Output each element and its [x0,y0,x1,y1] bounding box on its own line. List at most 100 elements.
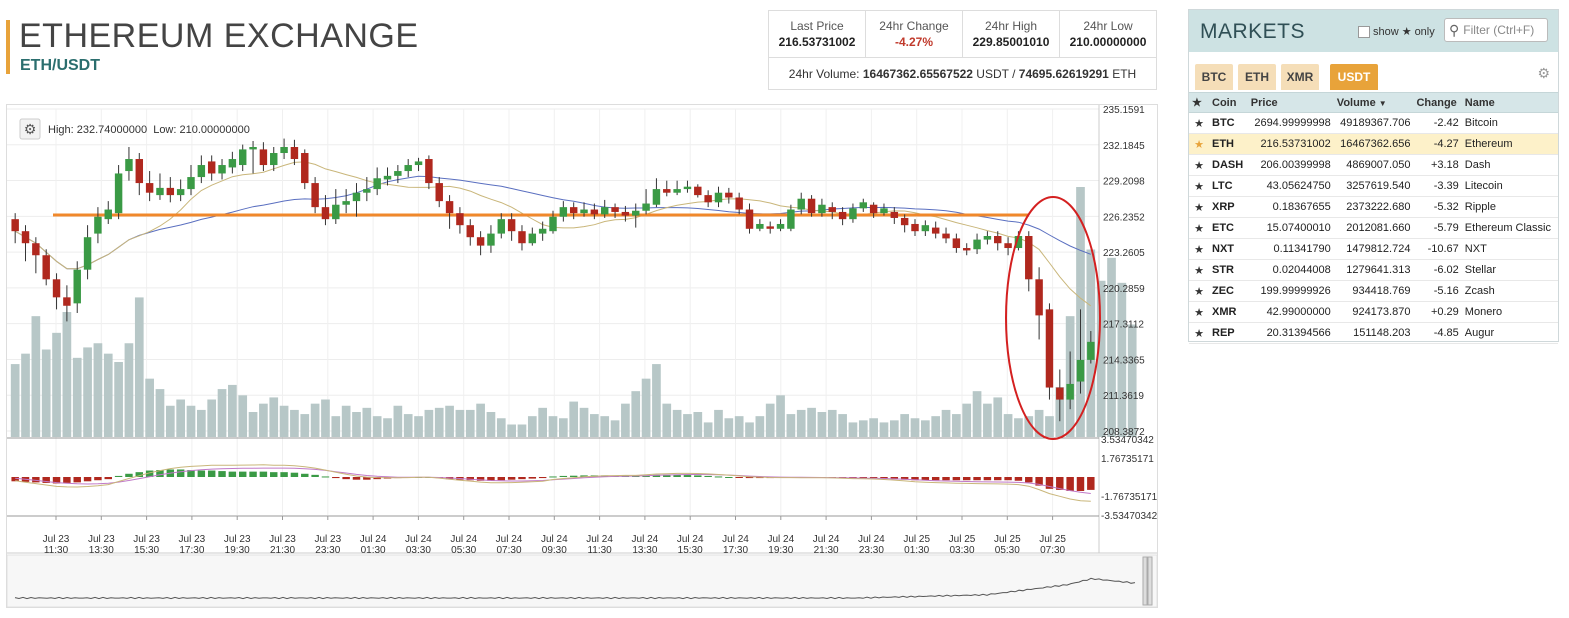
tab-eth[interactable]: ETH [1238,64,1276,90]
tab-btc[interactable]: BTC [1195,64,1233,90]
name-cell: Ethereum Classic [1461,217,1558,239]
show-starred-toggle[interactable]: show ★ only [1358,25,1435,38]
favorite-star-icon[interactable]: ★ [1189,280,1209,302]
time-tick-time: 15:30 [678,545,703,556]
table-row[interactable]: ★ LTC 43.05624750 3257619.540 -3.39 Litecoin [1189,175,1558,197]
star-icon: ★ [1194,264,1204,277]
time-tick-time: 17:30 [723,545,748,556]
volume-bar [269,397,279,437]
macd-tick-label: -1.76735171 [1101,492,1157,503]
change-column-header[interactable]: Change [1413,92,1462,113]
candle [290,146,299,160]
macd-bar [1066,477,1074,491]
table-row[interactable]: ★ ETH 216.53731002 16467362.656 -4.27 Ethereu… [1189,133,1558,155]
candle [383,175,392,180]
table-row[interactable]: ★ BTC 2694.99999998 49189367.706 -2.42 Bitcoi… [1189,112,1558,134]
time-tick-time: 09:30 [542,545,567,556]
gear-icon: ⚙ [24,122,37,138]
candlestick-chart[interactable]: 235.1591 232.1845 229.2098 226.2352 223.2605… [7,105,1157,607]
candle [621,211,630,216]
favorite-star-icon[interactable]: ★ [1189,301,1209,323]
macd-bar [538,477,547,479]
volume-bar [393,405,403,437]
table-row[interactable]: ★ NXT 0.11341790 1479812.724 -10.67 NXT [1189,238,1558,260]
star-icon: ★ [1194,180,1204,193]
filter-input[interactable]: ⚲ Filter (Ctrl+F) [1444,18,1548,42]
time-tick-date: Jul 24 [677,534,704,545]
macd-bar [859,477,868,479]
volume-bar [383,418,392,437]
time-tick-date: Jul 25 [994,534,1021,545]
candle [145,183,154,193]
favorite-star-icon[interactable]: ★ [1189,175,1209,197]
time-tick-date: Jul 23 [88,534,115,545]
price-tick-label: 220.2859 [1103,284,1145,295]
coin-cell: XRP [1209,196,1248,218]
pair-label: ETH/USDT [20,57,100,74]
candle [259,149,268,166]
price-cell: 43.05624750 [1247,175,1334,197]
favorite-star-icon[interactable]: ★ [1189,217,1209,239]
volume-bar [238,395,248,437]
favorite-star-icon[interactable]: ★ [1189,154,1209,176]
gear-icon[interactable]: ⚙ [1537,65,1550,81]
navigator-handle-right[interactable] [1147,556,1153,606]
coin-cell: DASH [1209,154,1248,176]
candle [973,239,981,250]
volume-bar [259,403,268,437]
table-row[interactable]: ★ XRP 0.18367655 2373222.680 -5.32 Ripple [1189,196,1558,218]
candle [694,186,702,196]
candle [890,211,899,218]
volume-bar [321,399,330,437]
price-column-header[interactable]: Price [1247,92,1334,113]
volume-bar [196,409,206,437]
name-column-header[interactable]: Name [1461,92,1558,113]
coin-column-header[interactable]: Coin [1209,92,1248,113]
favorite-star-icon[interactable]: ★ [1189,238,1209,260]
chart-settings[interactable]: ⚙ [19,118,41,140]
change-cell: -10.67 [1413,238,1462,260]
show-starred-checkbox[interactable] [1358,25,1370,38]
volume-bar [1034,409,1044,437]
price-chart-panel[interactable]: 235.1591 232.1845 229.2098 226.2352 223.2605… [6,104,1158,608]
tab-xmr[interactable]: XMR [1281,64,1319,90]
price-cell: 42.99000000 [1247,301,1334,323]
volume-column-header[interactable]: Volume ▼ [1333,92,1414,113]
macd-bar [725,477,733,478]
volume-bar [228,384,237,437]
candle [42,255,50,280]
table-row[interactable]: ★ DASH 206.00399998 4869007.050 +3.18 Dash [1189,154,1558,176]
tab-usdt[interactable]: USDT [1330,64,1378,90]
favorite-star-icon[interactable]: ★ [1189,196,1209,218]
table-row[interactable]: ★ ETC 15.07400010 2012081.660 -5.79 Ethereum … [1189,217,1558,239]
change-cell: -4.85 [1413,322,1462,344]
table-row[interactable]: ★ XMR 42.99000000 924173.870 +0.29 Monero [1189,301,1558,323]
candle [1014,235,1023,249]
ticker-stats: Last Price 216.53731002 24hr Change -4.2… [768,10,1157,90]
volume-bars [10,187,1137,437]
table-row[interactable]: ★ REP 20.31394566 151148.203 -4.85 Augur [1189,322,1558,344]
macd-bar [704,475,712,477]
favorite-star-icon[interactable]: ★ [1189,112,1209,134]
star-column-header[interactable]: ★ [1189,92,1209,113]
volume-bar [1014,418,1023,437]
volume-bar [796,409,806,437]
navigator-handle-left[interactable] [1142,556,1148,606]
candle [207,161,216,174]
volume-bar [145,378,154,437]
name-cell: Zcash [1461,280,1558,302]
table-row[interactable]: ★ STR 0.02044008 1279641.313 -6.02 Stellar [1189,259,1558,281]
name-cell: NXT [1461,238,1558,260]
favorite-star-icon[interactable]: ★ [1189,259,1209,281]
macd-bar [962,477,971,481]
volume-bar [1127,324,1137,437]
candle [73,269,81,304]
price-axis: 235.1591 232.1845 229.2098 226.2352 223.2605… [1103,105,1145,438]
volume-cell: 49189367.706 [1333,112,1414,134]
favorite-star-icon[interactable]: ★ [1189,133,1209,155]
table-row[interactable]: ★ ZEC 199.99999926 934418.769 -5.16 Zcash [1189,280,1558,302]
volume-cell: 934418.769 [1333,280,1414,302]
favorite-star-icon[interactable]: ★ [1189,322,1209,344]
candle [197,165,206,178]
chart-settings-button[interactable] [19,118,41,140]
